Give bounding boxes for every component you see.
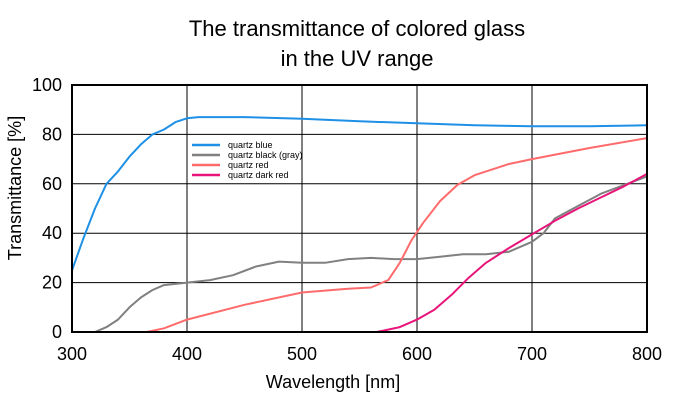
legend-label: quartz dark red: [228, 170, 289, 180]
series-layer: [71, 116, 648, 333]
chart-title-line-1: The transmittance of colored glass: [189, 16, 525, 41]
x-axis-label: Wavelength [nm]: [266, 372, 400, 392]
y-tick-labels: 0 20 40 60 80 100: [32, 75, 62, 342]
legend-label: quartz red: [228, 160, 269, 170]
x-tick-label: 700: [517, 344, 547, 364]
y-tick-label: 20: [42, 273, 62, 293]
series-line-quartz-dark-red: [375, 172, 648, 333]
y-tick-label: 60: [42, 174, 62, 194]
y-tick-label: 0: [52, 322, 62, 342]
series-line-quartz-blue: [71, 116, 648, 272]
chart-title-line-2: in the UV range: [281, 46, 434, 71]
series-line-quartz-black-gray: [94, 175, 648, 333]
x-tick-label: 800: [632, 344, 662, 364]
x-tick-label: 300: [57, 344, 87, 364]
legend-label: quartz black (gray): [228, 150, 303, 160]
y-tick-label: 80: [42, 124, 62, 144]
x-tick-label: 500: [287, 344, 317, 364]
plot-frame: [71, 84, 648, 333]
series-line-quartz-red: [145, 137, 648, 333]
x-tick-labels: 300 400 500 600 700 800: [57, 344, 662, 364]
x-tick-label: 600: [402, 344, 432, 364]
x-tick-label: 400: [172, 344, 202, 364]
legend-label: quartz blue: [228, 140, 273, 150]
y-axis-label: Transmittance [%]: [5, 116, 25, 260]
y-tick-label: 40: [42, 223, 62, 243]
y-tick-label: 100: [32, 75, 62, 95]
